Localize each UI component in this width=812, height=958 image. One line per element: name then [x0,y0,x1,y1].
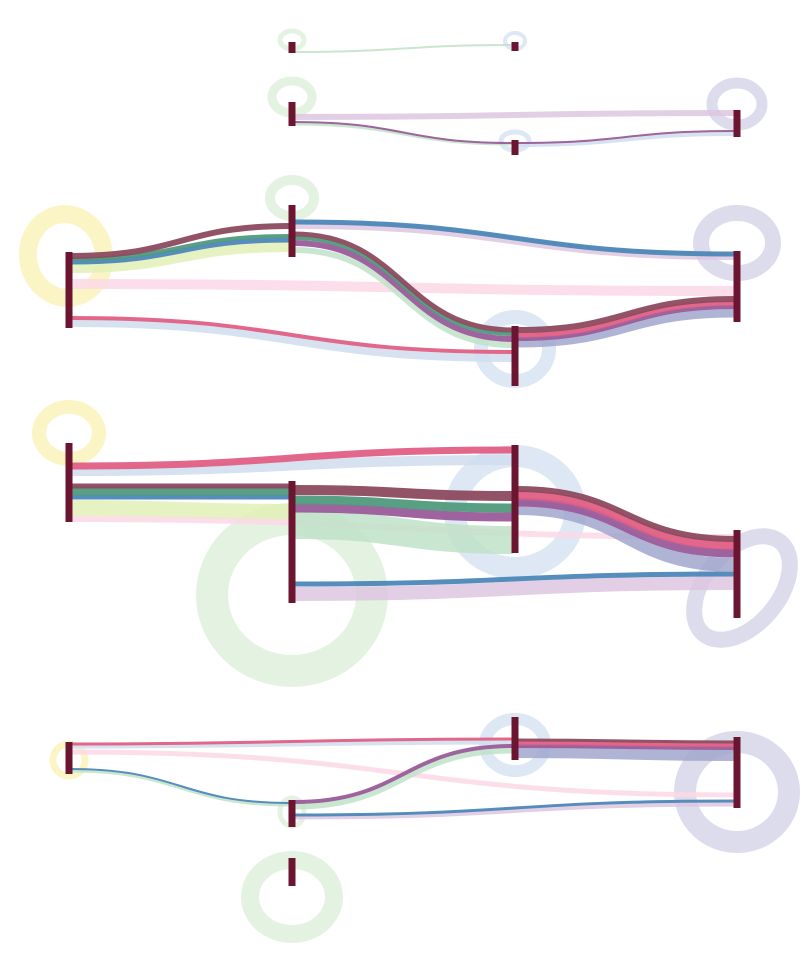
flow-link-n11-n12-32[interactable] [293,495,514,513]
flow-link-n14-n16-41[interactable] [70,737,514,746]
node-bar-r4-c[interactable] [511,445,519,553]
node-bar-r3-a[interactable] [65,252,73,328]
flow-link-n3-n4-3[interactable] [293,121,514,144]
node-bar-r3-c[interactable] [511,326,519,386]
node-bar-r3-b[interactable] [288,205,296,257]
flow-link-n15-n17-47[interactable] [293,801,736,820]
node-bar-r2-c[interactable] [511,140,519,155]
flow-link-n6-n7-9[interactable] [70,223,291,259]
flow-link-n10-n11-25[interactable] [70,500,291,520]
flow-link-n11-n13-34[interactable] [293,576,736,601]
flow-link-n6-n7-7[interactable] [70,237,291,265]
flow-link-n10-n12-23[interactable] [70,455,514,476]
node-bar-r5-c[interactable] [511,717,519,760]
flow-link-n12-n13-37[interactable] [516,497,736,558]
self-loop-r3-a [18,205,114,307]
flow-link-n10-n12-24[interactable] [70,446,514,470]
flow-link-n16-n17-49[interactable] [516,746,736,761]
node-bar-r1-b[interactable] [288,42,296,53]
flow-link-n4-n5-4[interactable] [516,132,736,147]
flow-link-n4-n5-5[interactable] [516,130,736,144]
flow-link-n12-n13-36[interactable] [516,501,736,572]
loop-layer [18,28,800,943]
node-bar-r2-b[interactable] [288,102,296,126]
flow-link-n12-n13-38[interactable] [516,490,736,550]
flow-link-n1-n2-0[interactable] [293,44,514,53]
flow-link-n15-n16-45[interactable] [293,746,514,810]
node-bar-r6-b[interactable] [288,858,296,886]
flow-link-n8-n9-22[interactable] [516,296,736,333]
flow-link-n15-n16-46[interactable] [293,744,514,804]
node-bar-r4-d[interactable] [733,530,741,618]
flow-link-n8-n9-20[interactable] [516,305,736,341]
flow-link-n7-n9-14[interactable] [293,219,736,257]
flow-link-n14-n15-43[interactable] [70,769,291,807]
flow-link-n16-n17-52[interactable] [516,738,736,744]
flow-link-n12-n13-39[interactable] [516,486,736,542]
flow-link-n8-n9-19[interactable] [516,308,736,348]
flow-link-n7-n8-17[interactable] [293,236,514,336]
flow-link-n11-n12-30[interactable] [293,511,514,554]
node-bar-r5-a[interactable] [65,742,73,774]
flow-link-n6-n7-6[interactable] [70,242,291,273]
node-bar-r2-d[interactable] [733,110,741,137]
link-layer [70,44,736,820]
flow-link-n3-n5-1[interactable] [293,110,736,120]
node-layer [65,42,741,886]
flow-link-n16-n17-50[interactable] [516,744,736,750]
flow-link-n14-n15-44[interactable] [70,768,291,804]
flow-link-n14-n16-40[interactable] [70,739,514,749]
flow-link-n7-n8-18[interactable] [293,231,514,333]
flow-link-n6-n7-8[interactable] [70,234,291,261]
flow-link-n3-n4-2[interactable] [293,122,514,146]
node-bar-r5-b[interactable] [288,800,296,827]
flow-link-n11-n13-35[interactable] [293,571,736,587]
flow-link-n11-n12-33[interactable] [293,485,514,501]
flow-link-n7-n8-16[interactable] [293,240,514,342]
node-bar-r4-b[interactable] [288,481,296,603]
flow-link-n8-n9-21[interactable] [516,300,736,338]
node-bar-r4-a[interactable] [65,443,73,522]
flow-link-n15-n17-48[interactable] [293,799,736,817]
node-bar-r3-d[interactable] [733,251,741,322]
node-bar-r5-d[interactable] [733,737,741,808]
flow-link-n11-n12-31[interactable] [293,503,514,522]
node-bar-r1-c[interactable] [511,42,519,51]
flow-link-n7-n8-15[interactable] [293,247,514,348]
flow-link-n16-n17-51[interactable] [516,741,736,747]
flow-link-n6-n8-11[interactable] [70,319,514,362]
flow-link-n6-n8-12[interactable] [70,316,514,354]
